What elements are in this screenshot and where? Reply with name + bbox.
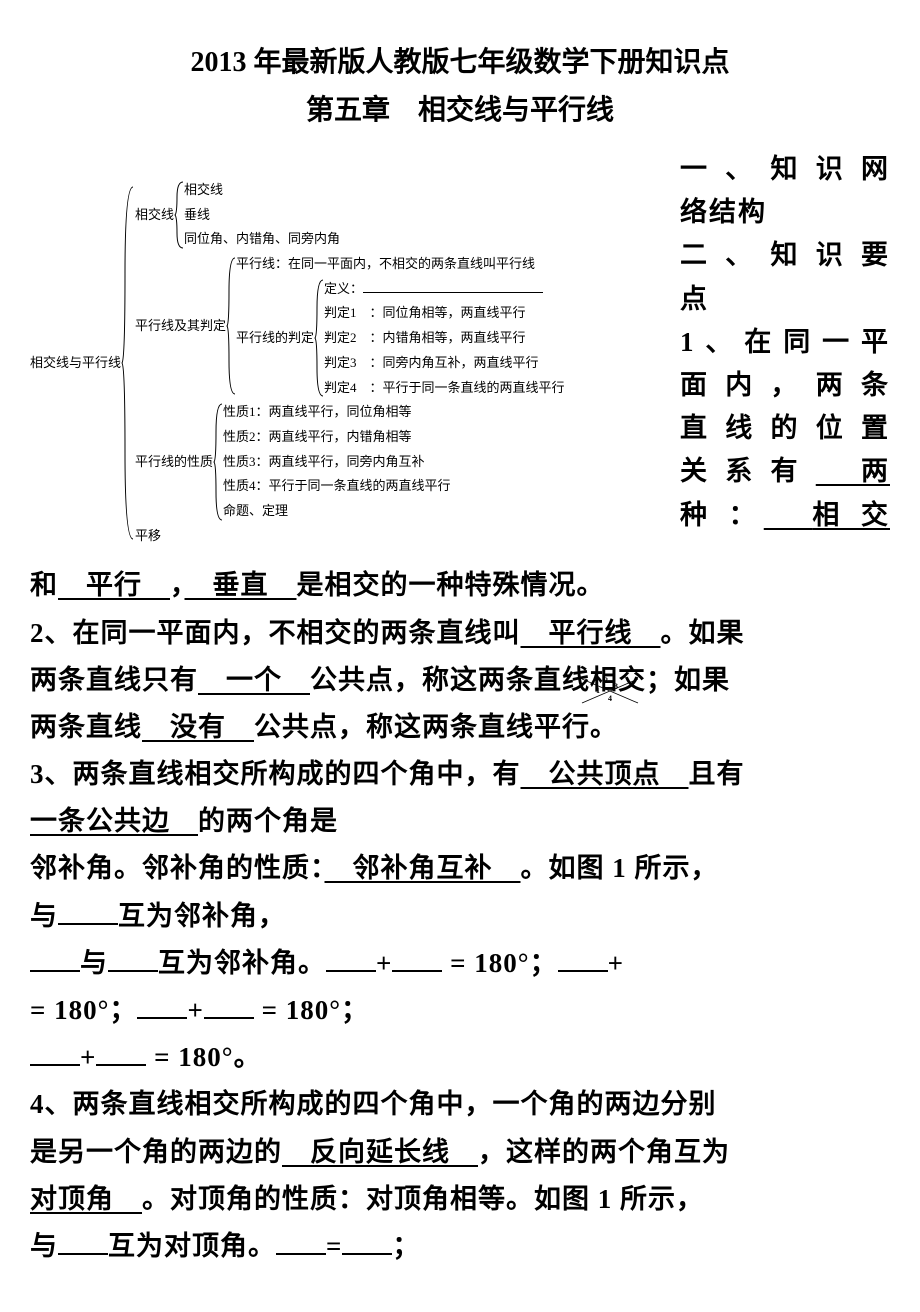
tree-item: 同位角、内错角、同旁内角: [184, 227, 340, 252]
document-title: 2013 年最新版人教版七年级数学下册知识点: [30, 40, 890, 80]
tree-item: 判定4 ：平行于同一条直线的两直线平行: [324, 376, 565, 401]
tree-branch-label: 平行线的判定: [236, 326, 314, 351]
text-line: 面内，两条: [680, 364, 890, 407]
chapter-title: 第五章 相交线与平行线: [30, 88, 890, 128]
svg-text:4: 4: [608, 694, 613, 703]
text-line: 二、知识要: [680, 234, 890, 277]
paragraph: 对顶角 。对顶角的性质：对顶角相等。如图 1 所示，: [30, 1178, 890, 1221]
figure-1: 2 1 3 4: [580, 673, 640, 712]
brace-icon: [226, 256, 236, 396]
tree-item: 命题、定理: [223, 499, 451, 524]
paragraph: 一条公共边 的两个角是: [30, 800, 890, 843]
brace-icon: [213, 402, 223, 522]
tree-item: 相交线: [184, 178, 340, 203]
paragraph: 4、两条直线相交所构成的四个角中，一个角的两边分别: [30, 1083, 890, 1126]
tree-item: 性质4：平行于同一条直线的两直线平行: [223, 474, 451, 499]
svg-text:3: 3: [614, 682, 619, 691]
tree-item: 判定3 ：同旁内角互补，两直线平行: [324, 351, 565, 376]
svg-text:1: 1: [596, 686, 601, 695]
tree-item: 垂线: [184, 203, 340, 228]
paragraph: + = 180°。: [30, 1036, 890, 1079]
text-line: 络结构: [680, 191, 890, 234]
tree-item: 平移: [135, 524, 565, 549]
tree-diagram: 相交线与平行线 相交线 相交线 垂线 同位角、内错角、同旁内角 平行线及其判定: [30, 148, 670, 548]
paragraph: 3、两条直线相交所构成的四个角中，有 公共顶点 且有: [30, 753, 890, 796]
paragraph: 两条直线只有 一个 公共点，称这两条直线相交；如果 2 1 3 4: [30, 659, 890, 702]
right-column: 一、知识网 络结构 二、知识要 点 1、在同一平 面内，两条 直线的位置 关系有…: [680, 148, 890, 548]
tree-branch-label: 平行线的性质: [135, 450, 213, 475]
brace-icon: [121, 183, 135, 543]
tree-root: 相交线与平行线: [30, 351, 121, 376]
paragraph: 邻补角。邻补角的性质： 邻补角互补 。如图 1 所示，: [30, 847, 890, 890]
text-line: 1、在同一平: [680, 321, 890, 364]
tree-item: 性质2：两直线平行，内错角相等: [223, 425, 451, 450]
tree-item: 性质3：两直线平行，同旁内角互补: [223, 450, 451, 475]
text-line: 直线的位置: [680, 407, 890, 450]
paragraph: 与互为邻补角。+ = 180°；+: [30, 942, 890, 985]
paragraph: 两条直线 没有 公共点，称这两条直线平行。: [30, 706, 890, 749]
paragraph: 是另一个角的两边的 反向延长线 ，这样的两个角互为: [30, 1131, 890, 1174]
paragraph: = 180°；+ = 180°；: [30, 989, 890, 1032]
brace-icon: [314, 278, 324, 398]
text-line: 关系有 两: [680, 450, 890, 493]
text-line: 种： 相交: [680, 494, 890, 537]
tree-branch-label: 平行线及其判定: [135, 314, 226, 339]
paragraph: 与互为邻补角，: [30, 895, 890, 938]
tree-item: 平行线：在同一平面内，不相交的两条直线叫平行线: [236, 252, 565, 277]
text-line: 一、知识网: [680, 148, 890, 191]
brace-icon: [174, 180, 184, 250]
paragraph: 2、在同一平面内，不相交的两条直线叫 平行线 。如果: [30, 612, 890, 655]
tree-item: 判定1 ：同位角相等，两直线平行: [324, 301, 565, 326]
paragraph: 与互为对顶角。=；: [30, 1225, 890, 1268]
tree-item: 性质1：两直线平行，同位角相等: [223, 400, 451, 425]
main-content: 和 平行 ， 垂直 是相交的一种特殊情况。 2、在同一平面内，不相交的两条直线叫…: [30, 564, 890, 1268]
svg-text:2: 2: [604, 676, 609, 685]
tree-branch-label: 相交线: [135, 203, 174, 228]
paragraph: 和 平行 ， 垂直 是相交的一种特殊情况。: [30, 564, 890, 607]
top-section: 相交线与平行线 相交线 相交线 垂线 同位角、内错角、同旁内角 平行线及其判定: [30, 148, 890, 548]
text-line: 点: [680, 278, 890, 321]
tree-item: 判定2 ：内错角相等，两直线平行: [324, 326, 565, 351]
tree-item: 定义：: [324, 277, 565, 302]
